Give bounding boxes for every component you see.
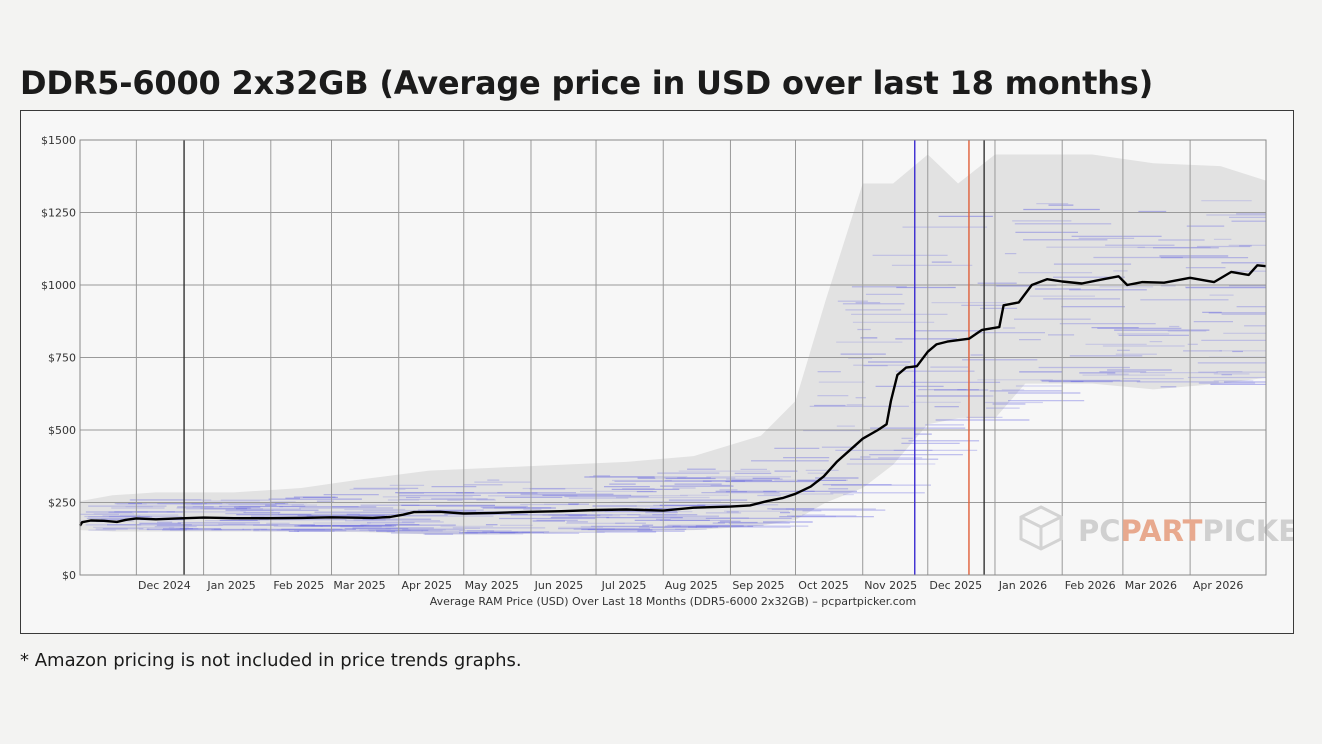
y-tick-label: $1250 <box>41 207 76 220</box>
x-tick-label: Apr 2025 <box>401 579 452 592</box>
watermark-pc: PC <box>1078 514 1121 548</box>
x-tick-label: Feb 2026 <box>1065 579 1116 592</box>
x-tick-label: Jun 2025 <box>534 579 584 592</box>
logo-icon <box>1019 505 1063 551</box>
watermark-part: PART <box>1121 514 1203 548</box>
x-axis-ticks: Dec 2024 Jan 2025 Feb 2025 Mar 2025 Apr 2025… <box>138 579 1243 592</box>
x-tick-label: Nov 2025 <box>864 579 917 592</box>
y-axis-ticks: $0 $250 $500 $750 $1000 $1250 $1500 <box>41 134 76 582</box>
plot-border <box>79 139 1267 576</box>
x-tick-label: Mar 2026 <box>1125 579 1177 592</box>
x-tick-label: Jan 2026 <box>998 579 1047 592</box>
y-tick-label: $750 <box>48 352 76 365</box>
y-tick-label: $250 <box>48 497 76 510</box>
pcpartpicker-watermark: PCPARTPICKER <box>1019 505 1293 551</box>
watermark-picker: PICKER <box>1202 514 1293 548</box>
price-chart-svg: PCPARTPICKER $0 $250 $500 $750 $1000 $1250 $15… <box>41 134 1293 608</box>
x-tick-label: May 2025 <box>465 579 519 592</box>
x-tick-label: Sep 2025 <box>732 579 784 592</box>
footnote: * Amazon pricing is not included in pric… <box>20 650 522 671</box>
x-tick-label: Oct 2025 <box>798 579 849 592</box>
x-tick-label: Jan 2025 <box>206 579 255 592</box>
x-tick-label: Jul 2025 <box>601 579 647 592</box>
x-tick-label: Dec 2024 <box>138 579 191 592</box>
price-chart: PCPARTPICKER $0 $250 $500 $750 $1000 $1250 $15… <box>20 110 1294 634</box>
y-tick-label: $1500 <box>41 134 76 147</box>
x-tick-label: Apr 2026 <box>1193 579 1244 592</box>
x-axis-label: Average RAM Price (USD) Over Last 18 Mon… <box>430 595 916 608</box>
grid-layer <box>80 139 1266 576</box>
average-price-line <box>78 264 1267 527</box>
y-tick-label: $1000 <box>41 279 76 292</box>
marker-layer <box>183 140 985 575</box>
y-tick-label: $500 <box>48 424 76 437</box>
y-tick-label: $0 <box>62 569 76 582</box>
svg-text:PCPARTPICKER: PCPARTPICKER <box>1078 514 1293 548</box>
x-tick-label: Feb 2025 <box>273 579 324 592</box>
page-title: DDR5-6000 2x32GB (Average price in USD o… <box>20 64 1154 102</box>
x-tick-label: Aug 2025 <box>665 579 718 592</box>
x-tick-label: Mar 2025 <box>333 579 385 592</box>
x-tick-label: Dec 2025 <box>929 579 982 592</box>
